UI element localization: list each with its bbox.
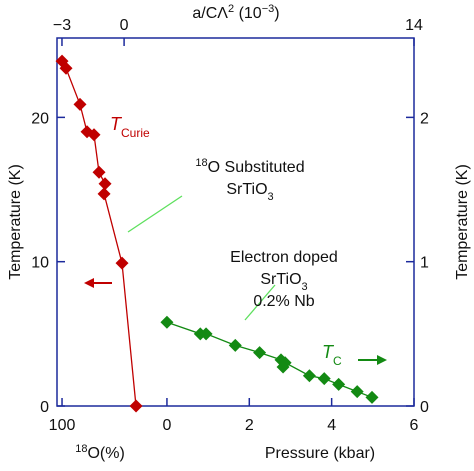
annotation: SrTiO3: [226, 181, 273, 203]
series-label-main: T: [110, 114, 123, 134]
data-point: [253, 346, 267, 360]
x-tick-label: 0: [162, 417, 171, 434]
superscript: −3: [262, 3, 275, 15]
data-point: [278, 356, 292, 370]
text-part: (10: [234, 5, 262, 22]
data-point: [350, 385, 364, 399]
superscript: 18: [75, 443, 87, 455]
x-axis-label: Pressure (kbar): [265, 445, 375, 462]
data-point: [332, 377, 346, 391]
pointer-line: [127, 195, 183, 233]
text-part: a/CΛ: [192, 5, 228, 22]
series-label: TCurie: [110, 114, 150, 140]
series-label-main: T: [322, 342, 335, 362]
annotation: 0.2% Nb: [253, 293, 314, 310]
superscript: 18: [195, 157, 207, 169]
y2-tick-label: 1: [420, 255, 429, 272]
data-point: [129, 399, 143, 413]
top-tick-label: −3: [53, 17, 71, 34]
o18-tick-label: 100: [49, 417, 76, 434]
y-tick-label: 10: [31, 255, 49, 272]
data-point: [59, 61, 73, 75]
data-point: [199, 327, 213, 341]
data-point: [73, 97, 87, 111]
data-point: [160, 315, 174, 329]
text-part: 0.2% Nb: [253, 293, 314, 310]
subscript: 3: [302, 281, 308, 293]
x-tick-label: 4: [327, 417, 336, 434]
data-point: [365, 390, 379, 404]
series-label: TC: [322, 342, 342, 368]
y2-tick-label: 2: [420, 110, 429, 127]
data-point: [98, 177, 112, 191]
y2-axis-label: Temperature (K): [454, 164, 471, 280]
annotation: SrTiO3: [260, 271, 307, 293]
y-axis-label: Temperature (K): [7, 164, 24, 280]
y-tick-label: 0: [40, 399, 49, 416]
series-line: [61, 60, 137, 407]
o18-axis-label: 18O(%): [75, 443, 125, 462]
subscript: 3: [268, 191, 274, 203]
data-point: [317, 372, 331, 386]
red-arrow: [84, 278, 112, 288]
text-part: Electron doped: [230, 249, 338, 266]
green-arrow: [358, 355, 387, 365]
annotation: 18O Substituted: [195, 157, 304, 176]
plot-frame: [56, 37, 415, 407]
annotation: Electron doped: [230, 249, 338, 266]
pointer-line: [244, 284, 276, 321]
data-point: [97, 187, 111, 201]
y2-tick-label: 0: [420, 399, 429, 416]
text-part: SrTiO: [226, 181, 267, 198]
data-point: [302, 369, 316, 383]
x-tick-label: 2: [245, 417, 254, 434]
y-tick-label: 20: [31, 110, 49, 127]
text-part: O Substituted: [208, 159, 305, 176]
data-point: [87, 128, 101, 142]
text-part: SrTiO: [260, 271, 301, 288]
data-point: [228, 338, 242, 352]
text-part: O(%): [87, 445, 124, 462]
x-tick-label: 6: [410, 417, 419, 434]
data-point: [92, 165, 106, 179]
top-tick-label: 0: [120, 17, 129, 34]
data-point: [115, 256, 129, 270]
text-part: ): [274, 5, 279, 22]
series-label-sub: C: [333, 354, 342, 368]
top-tick-label: 14: [405, 17, 423, 34]
superscript: 2: [228, 3, 234, 15]
series-label-sub: Curie: [121, 126, 150, 140]
top-axis-label: a/CΛ2 (10−3): [192, 3, 279, 22]
